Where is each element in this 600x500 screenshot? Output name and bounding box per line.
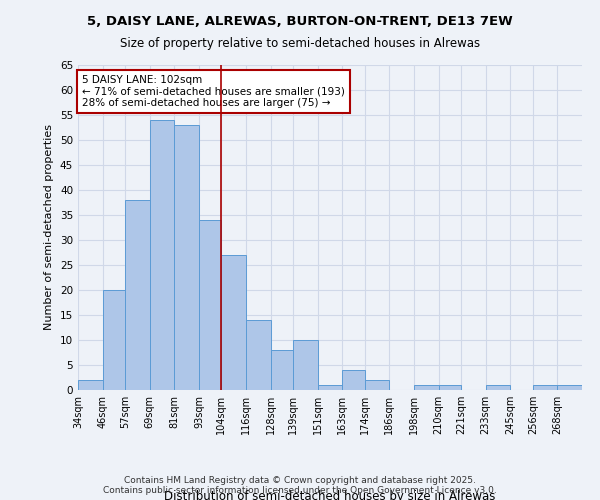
Text: Size of property relative to semi-detached houses in Alrewas: Size of property relative to semi-detach… (120, 38, 480, 51)
Bar (557, 385, 582, 390)
Bar (103, 290, 125, 390)
Bar (414, 385, 439, 390)
Text: 5, DAISY LANE, ALREWAS, BURTON-ON-TRENT, DE13 7EW: 5, DAISY LANE, ALREWAS, BURTON-ON-TRENT,… (87, 15, 513, 28)
Bar (486, 385, 510, 390)
Bar (271, 350, 293, 390)
X-axis label: Distribution of semi-detached houses by size in Alrewas: Distribution of semi-detached houses by … (164, 490, 496, 500)
Bar (318, 385, 342, 390)
Bar (174, 125, 199, 390)
Bar (293, 340, 318, 390)
Bar (439, 385, 461, 390)
Bar (365, 380, 389, 390)
Bar (246, 320, 271, 390)
Text: Contains HM Land Registry data © Crown copyright and database right 2025.
Contai: Contains HM Land Registry data © Crown c… (103, 476, 497, 495)
Bar (125, 200, 150, 390)
Text: 5 DAISY LANE: 102sqm
← 71% of semi-detached houses are smaller (193)
28% of semi: 5 DAISY LANE: 102sqm ← 71% of semi-detac… (82, 75, 345, 108)
Bar (150, 120, 174, 390)
Bar (199, 220, 221, 390)
Bar (78, 380, 103, 390)
Bar (342, 370, 365, 390)
Bar (221, 255, 246, 390)
Y-axis label: Number of semi-detached properties: Number of semi-detached properties (44, 124, 55, 330)
Bar (533, 385, 557, 390)
